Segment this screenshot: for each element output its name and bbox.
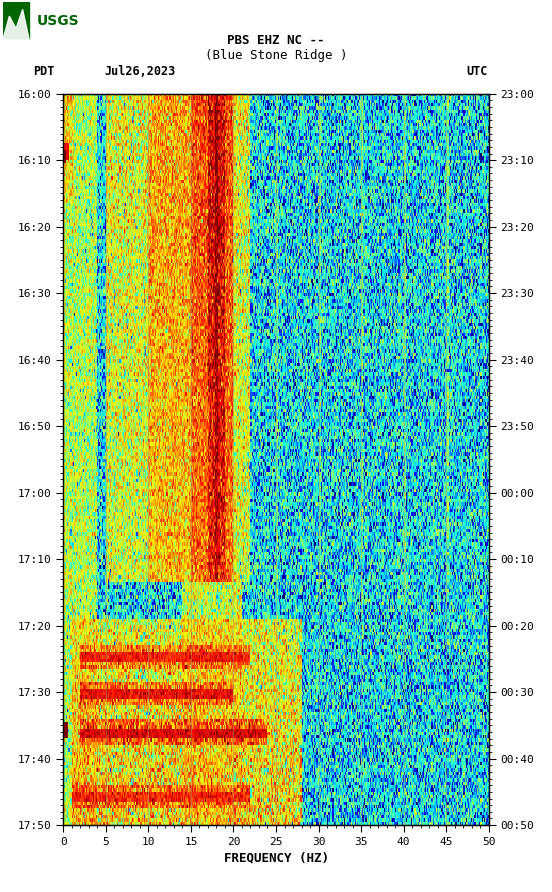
Text: (Blue Stone Ridge ): (Blue Stone Ridge ) (205, 49, 347, 62)
X-axis label: FREQUENCY (HZ): FREQUENCY (HZ) (224, 851, 328, 864)
Polygon shape (3, 10, 29, 40)
Text: UTC: UTC (466, 65, 488, 78)
Text: PDT: PDT (33, 65, 55, 78)
Text: Jul26,2023: Jul26,2023 (105, 65, 176, 78)
Text: USGS: USGS (37, 14, 80, 28)
Text: PBS EHZ NC --: PBS EHZ NC -- (227, 34, 325, 47)
Bar (3, 2, 29, 40)
